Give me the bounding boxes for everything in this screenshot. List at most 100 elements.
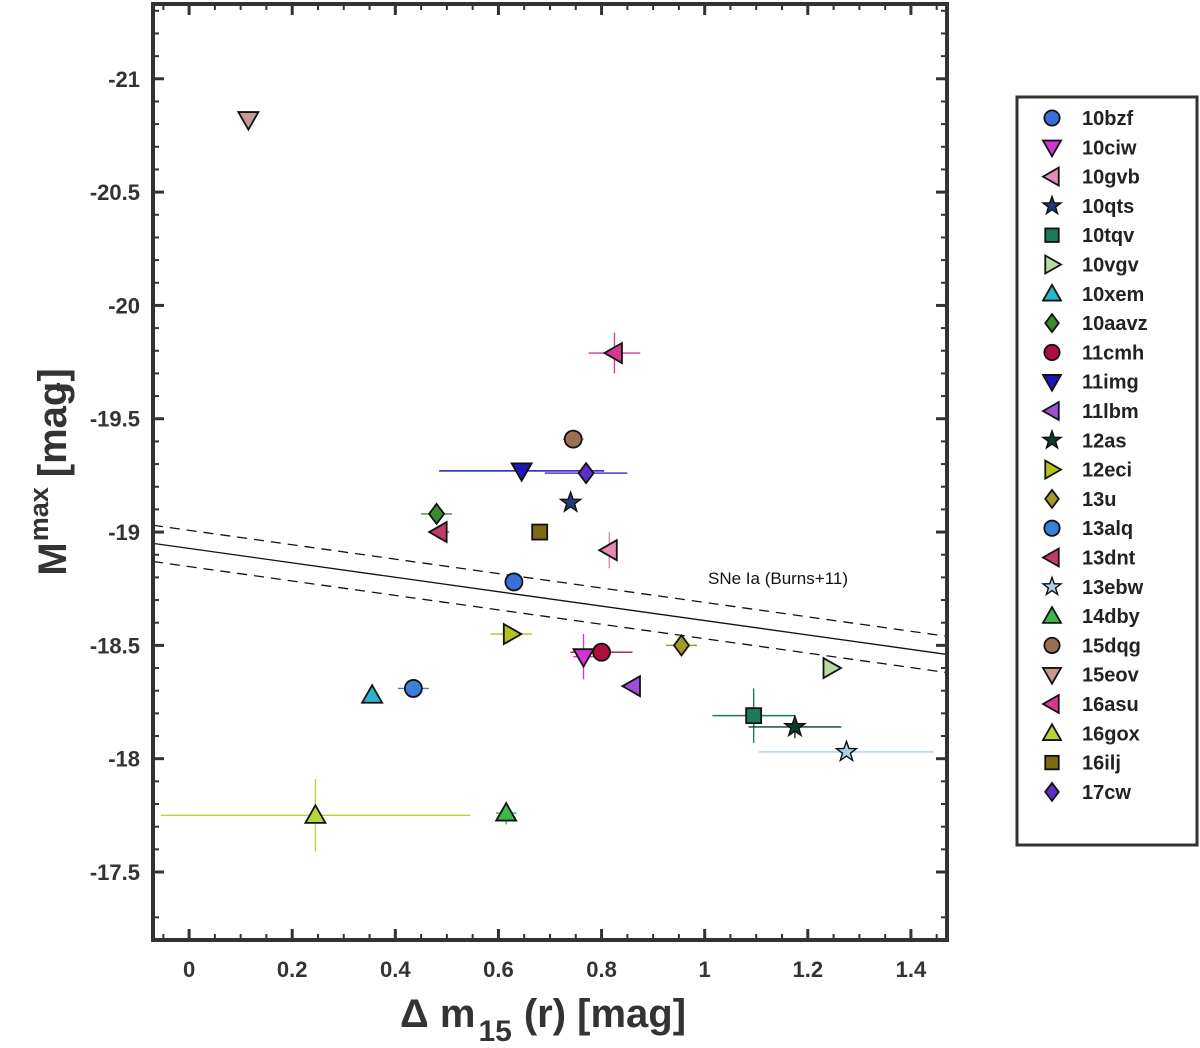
marker-11img (510, 462, 534, 483)
legend-marker-13alq (1043, 519, 1061, 537)
legend-label: 10aavz (1082, 313, 1148, 335)
marker-10xem (360, 683, 384, 704)
reference-relation (153, 524, 947, 674)
marker-13ebw (834, 739, 859, 763)
marker-10gvb (597, 538, 618, 562)
legend-label: 17cw (1082, 782, 1131, 804)
marker-15eov (236, 111, 260, 132)
y-tick-label: -17.5 (90, 860, 140, 885)
legend-label: 10vgv (1082, 255, 1140, 277)
legend-label: 12eci (1082, 460, 1132, 482)
legend-marker-13ebw (1040, 575, 1064, 597)
marker-13u (672, 633, 691, 657)
legend-label: 10bzf (1082, 108, 1133, 130)
legend-marker-10xem (1041, 282, 1063, 302)
legend-label: 12as (1082, 430, 1127, 452)
legend-label: 13u (1082, 489, 1116, 511)
legend-marker-12as (1040, 428, 1064, 450)
legend-marker-10gvb (1041, 166, 1060, 188)
legend-label: 10tqv (1082, 225, 1135, 247)
marker-10ciw (571, 648, 596, 669)
y-tick-label: -21 (108, 67, 140, 92)
x-tick-label: 1.2 (792, 957, 823, 982)
marker-10tqv (745, 707, 763, 725)
data-markers (236, 111, 859, 824)
legend-marker-13u (1044, 488, 1060, 510)
legend-label: 15eov (1082, 665, 1140, 687)
legend-label: 11img (1082, 372, 1139, 394)
marker-14dby (494, 801, 518, 822)
svg-text:Mmax[mag]: Mmax [mag] (24, 368, 75, 575)
legend-marker-14dby (1041, 605, 1063, 624)
legend-label: 14dby (1082, 606, 1141, 628)
x-tick-label: 0.6 (483, 957, 514, 982)
x-axis-title-sub: 15 (478, 1015, 511, 1048)
x-tick-label: 1.4 (896, 957, 927, 982)
y-axis-title-sub: r (47, 382, 77, 393)
plot-background (153, 4, 947, 940)
reference-line (153, 542, 947, 656)
x-tick-label: 1 (699, 957, 711, 982)
marker-16ilj (531, 523, 549, 541)
y-tick-label: -20.5 (90, 180, 140, 205)
y-tick-label: -20 (108, 293, 140, 318)
legend-marker-11cmh (1043, 343, 1061, 361)
marker-12as (782, 714, 807, 738)
legend-label: 16ilj (1082, 753, 1121, 775)
legend-marker-10tqv (1044, 227, 1060, 243)
y-tick-label: -19.5 (90, 407, 140, 432)
legend-marker-13dnt (1041, 546, 1060, 569)
y-tick-label: -19 (108, 520, 140, 545)
legend-label: 16asu (1082, 694, 1139, 716)
legend-marker-10vgv (1044, 253, 1063, 276)
legend-label: 10xem (1082, 284, 1144, 306)
marker-17cw (577, 461, 595, 485)
y-tick-label: -18.5 (90, 633, 140, 658)
legend-marker-10bzf (1043, 109, 1061, 127)
marker-16asu (602, 341, 623, 365)
legend-marker-12eci (1044, 459, 1063, 481)
marker-15dqg (563, 429, 583, 449)
legend-marker-17cw (1044, 781, 1060, 803)
reference-upper-bound (153, 524, 947, 637)
y-axis-title-tail: [mag] (31, 368, 75, 477)
marker-13alq (403, 679, 423, 698)
legend-label: 10qts (1082, 196, 1134, 218)
marker-16gox (303, 803, 327, 824)
reference-label: SNe Ia (Burns+11) (708, 569, 848, 588)
marker-12eci (502, 622, 524, 646)
legend-label: 10ciw (1082, 137, 1137, 159)
legend-marker-16asu (1041, 693, 1060, 715)
legend-marker-11img (1041, 374, 1063, 393)
y-tick-labels: -17.5 -18 -18.5 -19 -19.5 -20 -20.5 -21 (90, 67, 140, 885)
y-axis-title-main: M (31, 542, 75, 575)
marker-10bzf (504, 572, 524, 592)
x-axis-title-tail: (r) [mag] (524, 992, 686, 1036)
y-axis-title-sup: max (24, 487, 54, 541)
legend-label: 11cmh (1082, 342, 1144, 364)
legend-label: 16gox (1082, 723, 1140, 745)
y-axis-title: Mmax [mag] (24, 368, 75, 575)
legend-label: 13alq (1082, 518, 1133, 540)
x-tick-label: 0.4 (380, 957, 411, 982)
legend-marker-10ciw (1041, 139, 1063, 159)
legend-marker-16gox (1041, 722, 1063, 741)
legend-marker-10qts (1040, 194, 1064, 216)
y-tick-label: -18 (108, 747, 140, 772)
legend: 10bzf 10ciw 10gvb 10qts 10tqv 10vgv 10xem 10aav… (1040, 108, 1148, 804)
x-axis-title-main: Δ m (400, 992, 475, 1036)
x-tick-label: 0.8 (586, 957, 617, 982)
marker-10qts (558, 489, 583, 513)
x-tick-labels: 0 0.2 0.4 0.6 0.8 1 1.2 1.4 (183, 957, 927, 982)
legend-marker-10aavz (1044, 312, 1060, 334)
marker-10vgv (822, 656, 843, 680)
marker-11lbm (620, 674, 641, 698)
marker-10aavz (427, 502, 446, 526)
legend-label: 15dqg (1082, 635, 1141, 657)
x-tick-label: 0 (183, 957, 195, 982)
legend-marker-15dqg (1043, 636, 1061, 654)
legend-label: 13dnt (1082, 548, 1136, 570)
x-tick-label: 0.2 (277, 957, 308, 982)
legend-label: 10gvb (1082, 167, 1140, 189)
